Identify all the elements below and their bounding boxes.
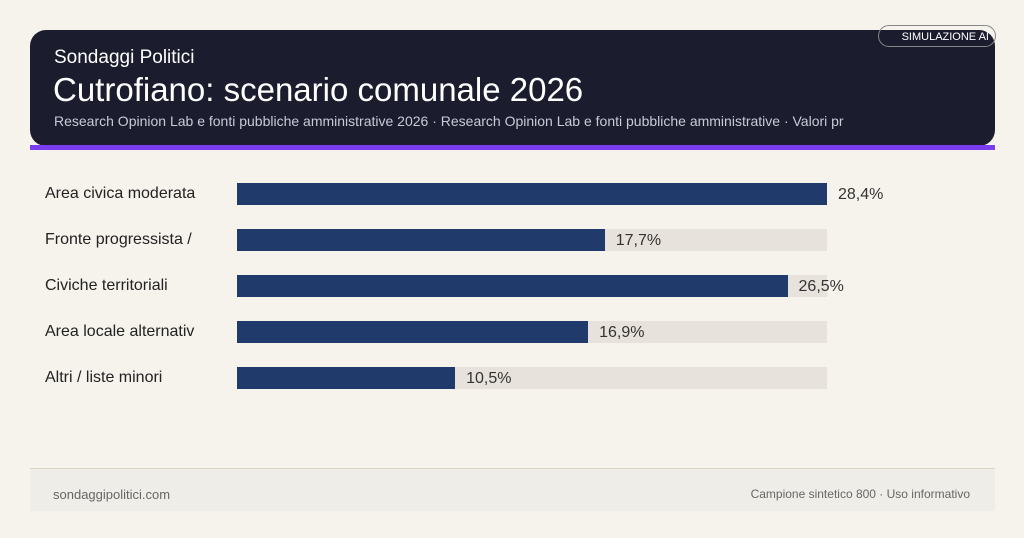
simulation-badge: SIMULAZIONE AI xyxy=(878,25,996,47)
bar-row: Area civica moderata 28,4% xyxy=(0,183,1024,205)
category-label: Area locale alternativ xyxy=(45,323,195,340)
value-label: 17,7% xyxy=(615,232,662,249)
brand-name: Sondaggi Politici xyxy=(54,47,195,68)
bar-row: Civiche territoriali 26,5% xyxy=(0,275,1024,297)
footer: sondaggipolitici.com Campione sintetico … xyxy=(30,468,995,511)
header-panel: Sondaggi Politici Cutrofiano: scenario c… xyxy=(30,30,995,146)
category-label: Fronte progressista / xyxy=(45,231,192,248)
bar-row: Altri / liste minori 10,5% xyxy=(0,367,1024,389)
bar xyxy=(237,183,827,205)
category-label: Area civica moderata xyxy=(45,185,196,202)
bar xyxy=(237,229,605,251)
bar-row: Area locale alternativ 16,9% xyxy=(0,321,1024,343)
bar-track xyxy=(237,275,827,297)
footer-site: sondaggipolitici.com xyxy=(53,487,171,502)
bar-track xyxy=(237,229,827,251)
value-label: 26,5% xyxy=(798,278,844,295)
bar-track xyxy=(237,183,827,205)
category-label: Altri / liste minori xyxy=(45,369,163,386)
accent-divider xyxy=(30,145,995,150)
bar-row: Fronte progressista / 17,7% xyxy=(0,229,1024,251)
bar-track xyxy=(237,367,827,389)
bar xyxy=(237,275,788,297)
value-label: 16,9% xyxy=(599,324,645,341)
footer-note: Campione sintetico 800 · Uso informativo xyxy=(750,487,970,501)
bar xyxy=(237,367,456,389)
source-line: Research Opinion Lab e fonti pubbliche a… xyxy=(54,113,844,129)
bar-track xyxy=(237,321,827,343)
category-label: Civiche territoriali xyxy=(45,277,168,294)
bar xyxy=(237,321,589,343)
value-label: 28,4% xyxy=(838,186,884,203)
value-label: 10,5% xyxy=(466,370,512,387)
chart-title: Cutrofiano: scenario comunale 2026 xyxy=(53,71,584,108)
